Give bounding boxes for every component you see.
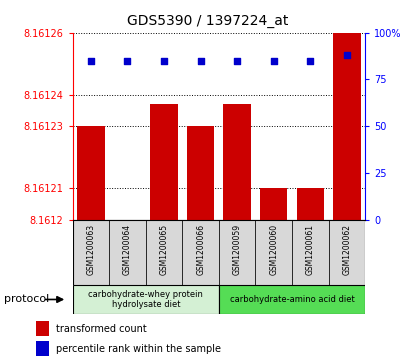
Bar — [219, 220, 256, 285]
Text: GSM1200059: GSM1200059 — [233, 224, 242, 274]
Text: GSM1200066: GSM1200066 — [196, 224, 205, 274]
Bar — [333, 33, 361, 220]
Text: percentile rank within the sample: percentile rank within the sample — [56, 344, 221, 354]
Bar — [36, 341, 49, 356]
Bar — [109, 220, 146, 285]
Point — [344, 52, 350, 58]
Bar — [150, 104, 178, 220]
Bar — [114, 220, 141, 363]
Bar — [77, 126, 105, 220]
Bar — [260, 188, 288, 220]
Text: GDS5390 / 1397224_at: GDS5390 / 1397224_at — [127, 14, 288, 28]
Bar — [73, 285, 219, 314]
Bar — [73, 220, 109, 285]
Text: GSM1200064: GSM1200064 — [123, 224, 132, 274]
Text: GSM1200062: GSM1200062 — [342, 224, 352, 274]
Bar — [297, 188, 324, 220]
Point — [307, 58, 314, 64]
Bar — [36, 321, 49, 336]
Bar — [224, 104, 251, 220]
Point — [197, 58, 204, 64]
Bar — [329, 220, 365, 285]
Text: GSM1200065: GSM1200065 — [159, 224, 168, 274]
Bar — [182, 220, 219, 285]
Bar — [256, 220, 292, 285]
Point — [271, 58, 277, 64]
Bar — [292, 220, 329, 285]
Text: carbohydrate-amino acid diet: carbohydrate-amino acid diet — [229, 295, 354, 304]
Point — [124, 58, 131, 64]
Text: GSM1200061: GSM1200061 — [306, 224, 315, 274]
Point — [234, 58, 241, 64]
Bar — [187, 126, 214, 220]
Point — [161, 58, 167, 64]
Text: GSM1200063: GSM1200063 — [86, 224, 95, 274]
Bar — [219, 285, 365, 314]
Text: protocol: protocol — [4, 294, 49, 305]
Text: carbohydrate-whey protein
hydrolysate diet: carbohydrate-whey protein hydrolysate di… — [88, 290, 203, 309]
Bar — [146, 220, 182, 285]
Text: GSM1200060: GSM1200060 — [269, 224, 278, 274]
Text: transformed count: transformed count — [56, 324, 147, 334]
Point — [88, 58, 94, 64]
